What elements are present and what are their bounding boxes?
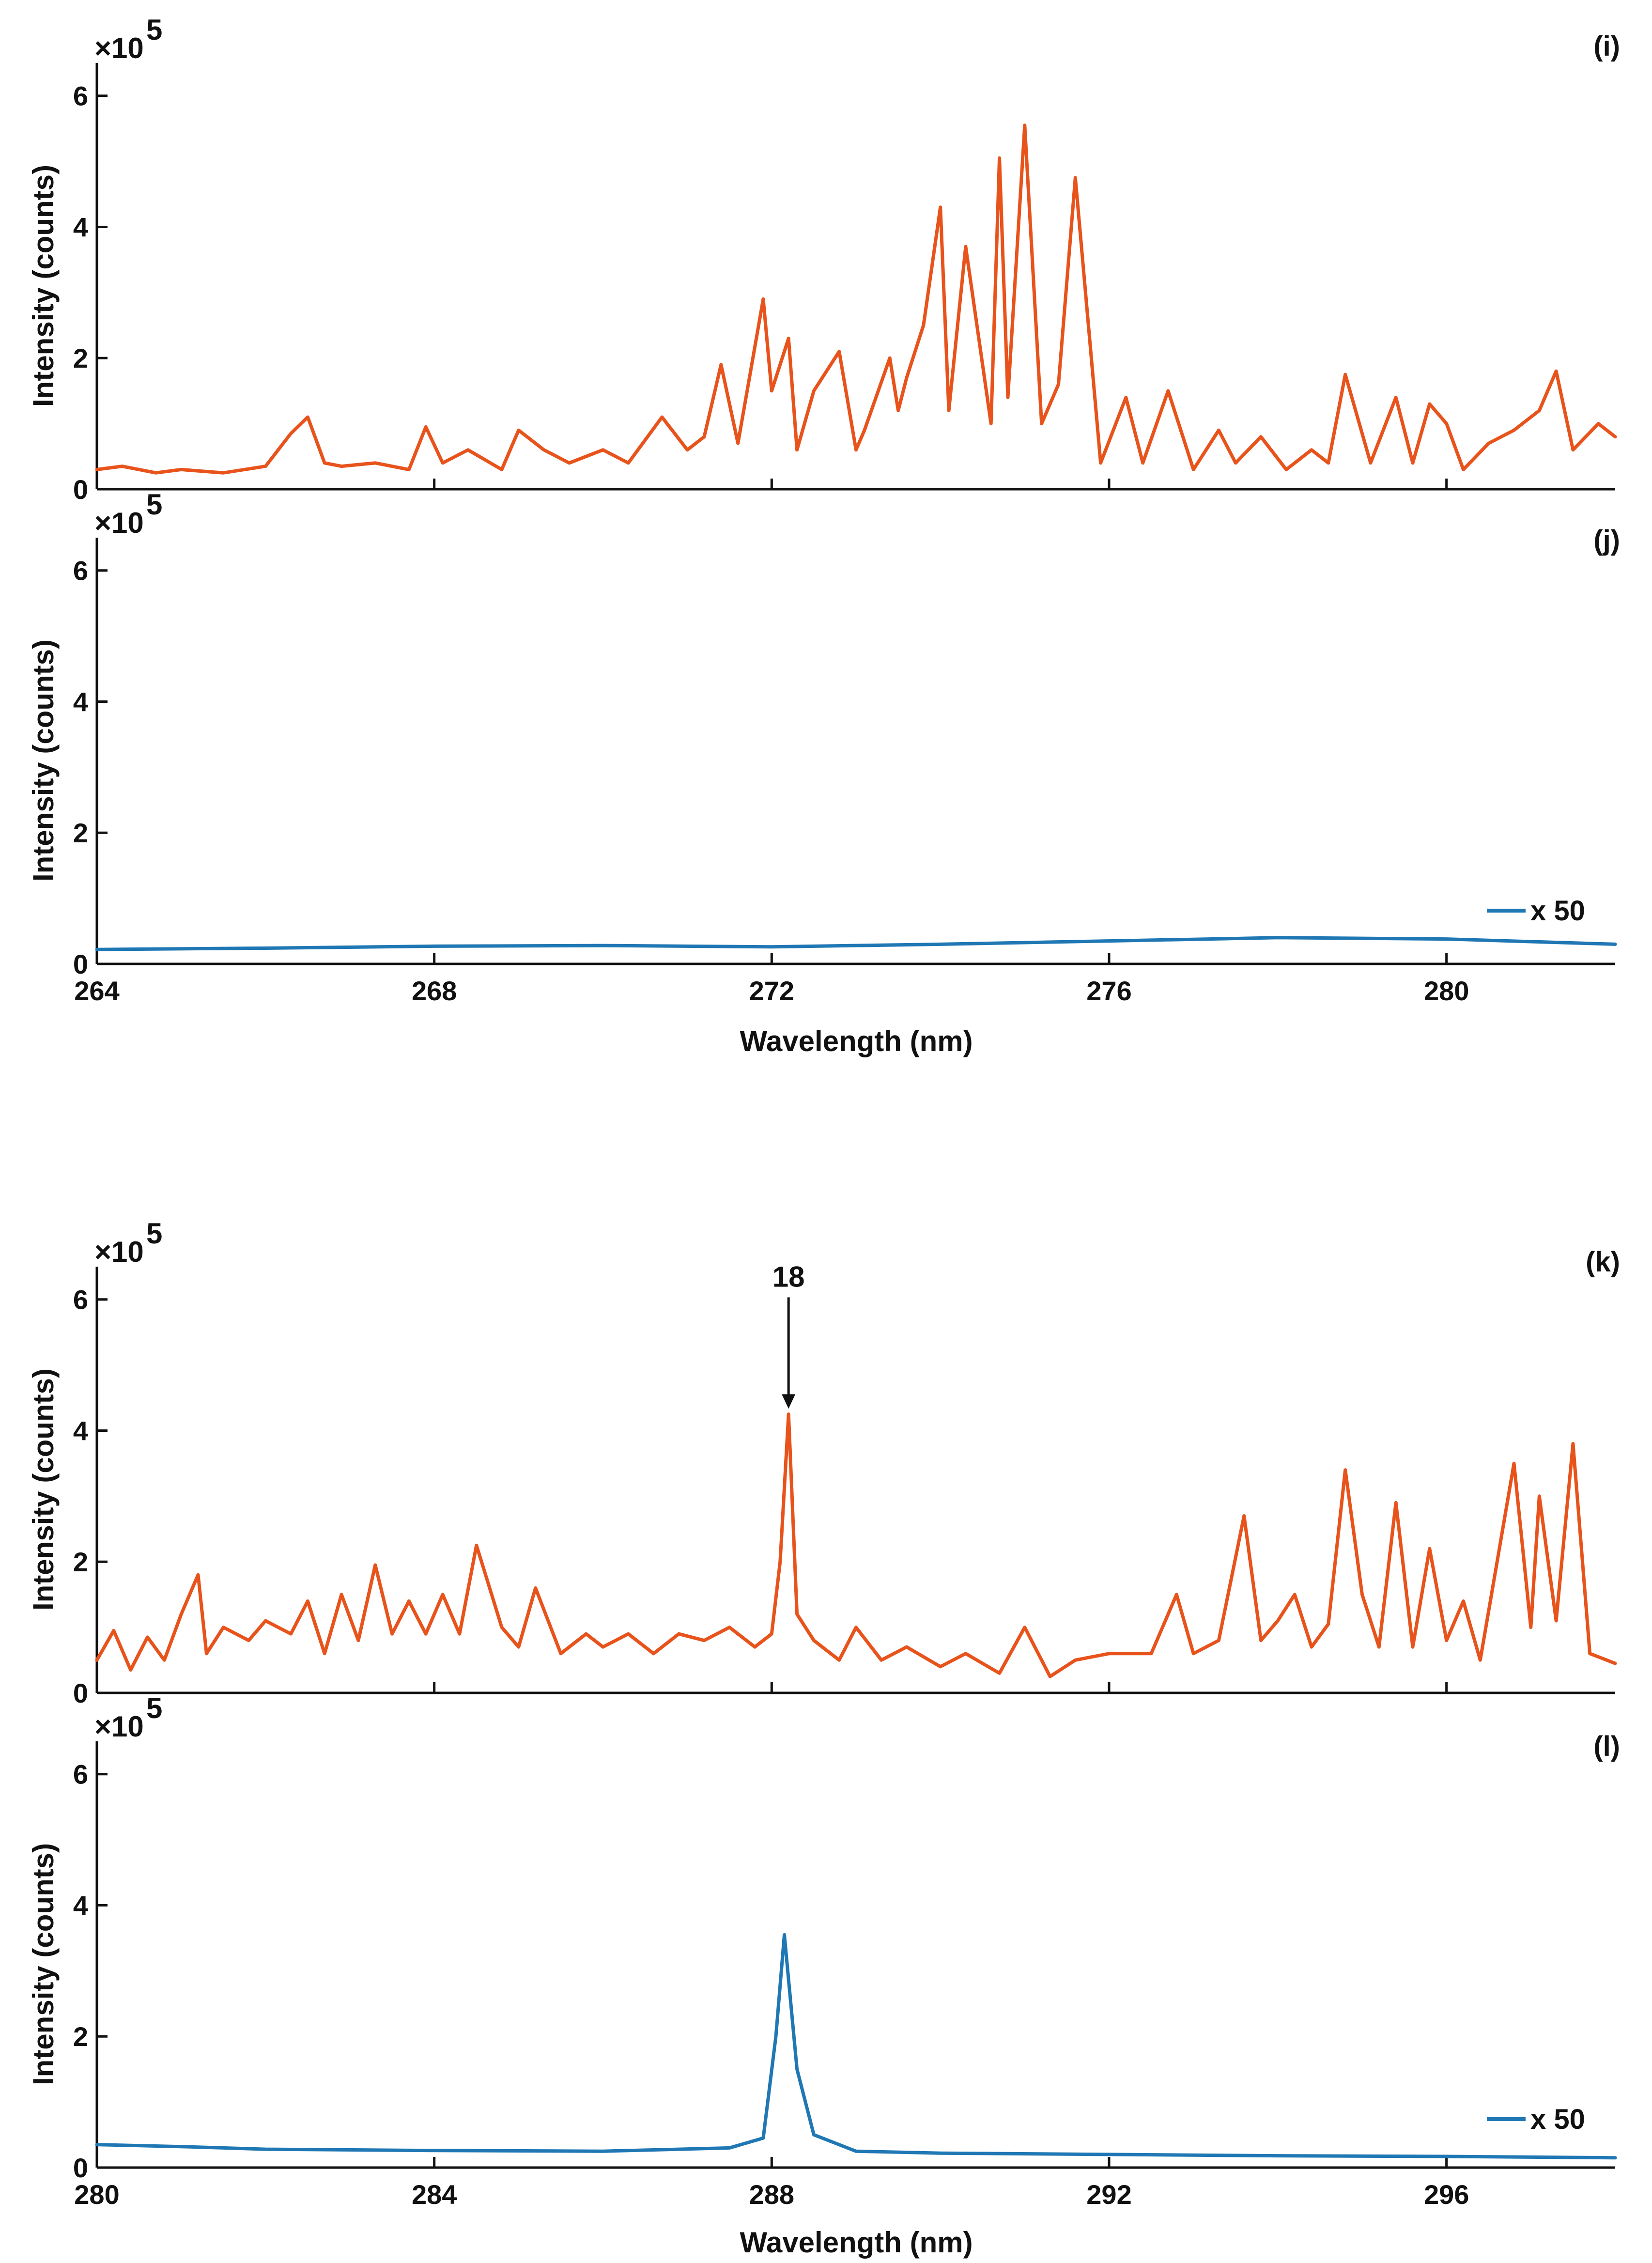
panel-k: ×10 5 (k) Intensity (counts) 0 2 4 6 18 bbox=[27, 1217, 1620, 1708]
panel-j-x-tick-label: 268 bbox=[412, 976, 457, 1006]
panel-j-exponent-label: ×10 bbox=[94, 507, 144, 539]
panel-i-exponent-label: ×10 bbox=[94, 32, 144, 64]
panel-j-series-line bbox=[95, 936, 1617, 951]
panel-i-y-tick-label: 2 bbox=[73, 343, 88, 373]
panel-l-series-line bbox=[95, 1933, 1617, 2160]
panel-l-legend-label: x 50 bbox=[1530, 2104, 1585, 2135]
panel-l-x-tick-label: 288 bbox=[749, 2179, 794, 2210]
panel-k-y-tick-label: 6 bbox=[73, 1285, 88, 1315]
panel-l-exponent-power: 5 bbox=[146, 1692, 162, 1724]
panel-k-annotation: 18 bbox=[772, 1260, 805, 1409]
panel-l-x-tick-label: 292 bbox=[1086, 2179, 1131, 2210]
panel-l-y-tick-label: 2 bbox=[73, 2021, 88, 2052]
panel-l-x-tick-label: 296 bbox=[1424, 2179, 1469, 2210]
panel-k-y-axis-title: Intensity (counts) bbox=[27, 1368, 60, 1611]
panel-j-y-tick-label: 4 bbox=[73, 686, 88, 717]
panel-i-y-ticks: 0 2 4 6 bbox=[73, 81, 108, 505]
panel-k-y-tick-label: 0 bbox=[73, 1678, 88, 1708]
panel-l-x-tick-label: 284 bbox=[412, 2179, 457, 2210]
panel-j-y-tick-label: 6 bbox=[73, 556, 88, 586]
panel-j-x-axis-title: Wavelength (nm) bbox=[740, 1025, 973, 1057]
panel-j: ×10 5 (j) Intensity (counts) 0 2 4 6 264 268… bbox=[27, 488, 1620, 1057]
panel-l-y-tick-label: 4 bbox=[73, 1890, 88, 1921]
panel-l-x-ticks: 280 284 288 292 296 bbox=[74, 2157, 1469, 2210]
panel-l: ×10 5 (l) Intensity (counts) 0 2 4 6 280 284… bbox=[27, 1692, 1620, 2259]
panel-k-exponent-power: 5 bbox=[146, 1217, 162, 1250]
panel-i: ×10 5 (i) Intensity (counts) 0 2 4 6 bbox=[27, 14, 1620, 505]
panel-l-y-tick-label: 6 bbox=[73, 1759, 88, 1790]
panel-l-label: (l) bbox=[1593, 1731, 1620, 1762]
panel-j-exponent-power: 5 bbox=[146, 488, 162, 521]
panel-j-y-tick-label: 2 bbox=[73, 818, 88, 848]
panel-k-series-line bbox=[95, 1412, 1617, 1678]
panel-k-y-tick-label: 2 bbox=[73, 1547, 88, 1577]
panel-j-x-ticks: 264 268 272 276 280 bbox=[74, 953, 1469, 1006]
panel-j-x-tick-label: 264 bbox=[74, 976, 119, 1006]
panel-k-label: (k) bbox=[1586, 1246, 1620, 1278]
panel-j-y-tick-label: 0 bbox=[73, 949, 88, 979]
panel-l-exponent-label: ×10 bbox=[94, 1710, 144, 1743]
panel-k-y-tick-label: 4 bbox=[73, 1415, 88, 1446]
panel-k-x-ticks bbox=[95, 1682, 1448, 1693]
panel-l-y-axis-title: Intensity (counts) bbox=[27, 1843, 60, 2085]
panel-l-x-axis-title: Wavelength (nm) bbox=[740, 2226, 973, 2259]
panel-i-y-tick-label: 6 bbox=[73, 81, 88, 111]
panel-i-series-line bbox=[95, 124, 1617, 475]
panel-i-y-axis-title: Intensity (counts) bbox=[27, 165, 60, 407]
panel-i-y-tick-label: 4 bbox=[73, 212, 88, 242]
panel-l-x-tick-label: 280 bbox=[74, 2179, 119, 2210]
panel-j-label: (j) bbox=[1593, 525, 1620, 556]
panel-k-y-ticks: 0 2 4 6 bbox=[73, 1285, 108, 1708]
panel-k-annotation-label: 18 bbox=[772, 1260, 805, 1293]
panel-j-y-axis-title: Intensity (counts) bbox=[27, 639, 60, 882]
panel-l-y-ticks: 0 2 4 6 bbox=[73, 1759, 108, 2183]
panel-i-x-ticks bbox=[95, 479, 1448, 489]
panel-j-x-tick-label: 272 bbox=[749, 976, 794, 1006]
panel-j-legend: x 50 bbox=[1487, 895, 1585, 927]
panel-j-x-tick-label: 276 bbox=[1086, 976, 1131, 1006]
panel-j-x-tick-label: 280 bbox=[1424, 976, 1469, 1006]
panel-j-y-ticks: 0 2 4 6 bbox=[73, 556, 108, 979]
panel-k-exponent-label: ×10 bbox=[94, 1236, 144, 1268]
panel-i-exponent-power: 5 bbox=[146, 14, 162, 46]
panel-i-label: (i) bbox=[1593, 31, 1620, 62]
panel-i-y-tick-label: 0 bbox=[73, 474, 88, 505]
panel-k-annotation-arrow-head bbox=[782, 1394, 796, 1409]
panel-l-y-tick-label: 0 bbox=[73, 2153, 88, 2183]
panel-j-legend-label: x 50 bbox=[1530, 895, 1585, 927]
panel-l-legend: x 50 bbox=[1487, 2104, 1585, 2135]
